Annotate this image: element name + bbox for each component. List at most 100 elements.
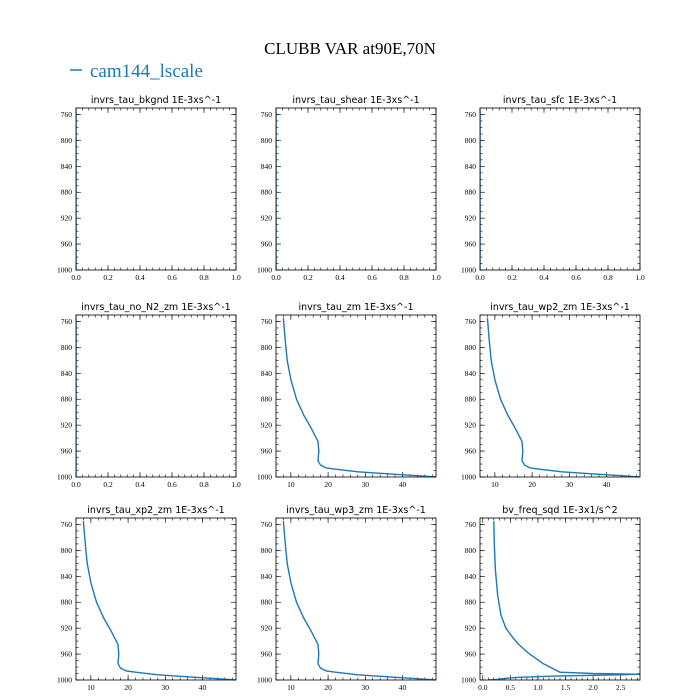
y-tick-label: 1000: [57, 676, 72, 685]
y-tick-label: 840: [465, 572, 477, 581]
y-tick-label: 1000: [257, 266, 272, 275]
x-tick-label: 1.0: [635, 273, 645, 282]
x-tick-label: 20: [528, 480, 536, 489]
y-tick-label: 800: [61, 136, 73, 145]
y-tick-label: 800: [61, 546, 73, 555]
y-tick-label: 800: [465, 136, 477, 145]
y-tick-label: 1000: [257, 473, 272, 482]
subplot-title: invrs_tau_bkgnd 1E-3xs^-1: [91, 95, 221, 106]
y-tick-label: 800: [465, 546, 477, 555]
subplot-title: invrs_tau_wp2_zm 1E-3xs^-1: [490, 302, 630, 313]
y-tick-label: 840: [61, 369, 73, 378]
x-tick-label: 0.6: [167, 480, 177, 489]
y-tick-label: 840: [61, 162, 73, 171]
y-tick-label: 960: [465, 650, 477, 659]
x-tick-label: 0.4: [135, 273, 145, 282]
x-tick-label: 0.8: [603, 273, 613, 282]
subplot-4: invrs_tau_no_N2_zm 1E-3xs^-1 760 800 840 880…: [57, 302, 241, 489]
series-line: [282, 318, 436, 477]
y-tick-label: 920: [261, 624, 273, 633]
axes-frame: [275, 517, 437, 681]
y-tick-label: 840: [261, 162, 273, 171]
subplot-title: invrs_tau_no_N2_zm 1E-3xs^-1: [81, 302, 230, 313]
panels: invrs_tau_bkgnd 1E-3xs^-1 760 800 840 880 920…: [57, 95, 645, 692]
y-tick-label: 800: [261, 343, 273, 352]
subplot-title: invrs_tau_xp2_zm 1E-3xs^-1: [87, 505, 224, 516]
x-tick-label: 40: [199, 683, 207, 692]
y-tick-label: 880: [61, 188, 73, 197]
y-tick-label: 920: [465, 624, 477, 633]
y-tick-label: 800: [261, 546, 273, 555]
y-tick-label: 960: [61, 650, 73, 659]
x-tick-label: 40: [603, 480, 611, 489]
y-tick-label: 760: [465, 110, 477, 119]
y-tick-label: 1000: [461, 676, 476, 685]
x-tick-label: 1.0: [431, 273, 441, 282]
x-tick-label: 40: [399, 683, 407, 692]
legend: cam144_lscale: [70, 61, 203, 82]
x-tick-label: 0.6: [167, 273, 177, 282]
y-tick-label: 760: [61, 520, 73, 529]
y-tick-label: 960: [61, 447, 73, 456]
x-tick-label: 30: [162, 683, 170, 692]
y-tick-label: 920: [261, 214, 273, 223]
y-tick-label: 1000: [57, 473, 72, 482]
y-tick-label: 920: [61, 214, 73, 223]
y-tick-label: 920: [61, 421, 73, 430]
axes-frame: [275, 314, 437, 478]
x-tick-label: 0.0: [71, 273, 81, 282]
y-tick-label: 840: [261, 572, 273, 581]
x-tick-label: 10: [287, 683, 295, 692]
x-tick-label: 0.5: [506, 683, 516, 692]
x-tick-label: 0.2: [103, 480, 113, 489]
y-tick-label: 760: [261, 317, 273, 326]
series-line: [82, 521, 236, 680]
y-tick-label: 880: [61, 395, 73, 404]
y-tick-label: 760: [61, 110, 73, 119]
subplot-6: invrs_tau_wp2_zm 1E-3xs^-1 760 800 840 880 92…: [461, 302, 641, 489]
subplot-5: invrs_tau_zm 1E-3xs^-1 760 800 840 880 920 960…: [257, 302, 437, 489]
y-tick-label: 760: [261, 520, 273, 529]
axes-frame: [75, 107, 237, 271]
x-tick-label: 0.8: [199, 273, 209, 282]
x-tick-label: 20: [324, 683, 332, 692]
y-tick-label: 760: [465, 317, 477, 326]
x-tick-label: 0.8: [199, 480, 209, 489]
y-tick-label: 960: [261, 240, 273, 249]
x-tick-label: 1.0: [231, 480, 241, 489]
x-tick-label: 2.0: [588, 683, 598, 692]
y-tick-label: 760: [261, 110, 273, 119]
y-tick-label: 960: [261, 447, 273, 456]
x-tick-label: 30: [362, 480, 370, 489]
y-tick-label: 760: [61, 317, 73, 326]
x-tick-label: 0.2: [103, 273, 113, 282]
y-tick-label: 840: [61, 572, 73, 581]
x-tick-label: 0.0: [271, 273, 281, 282]
subplot-9: bv_freq_sqd 1E-3x1/s^2 760 800 840 880 920 960…: [461, 505, 641, 692]
y-tick-label: 840: [465, 162, 477, 171]
y-tick-label: 920: [61, 624, 73, 633]
axes-frame: [479, 517, 641, 681]
subplot-title: invrs_tau_wp3_zm 1E-3xs^-1: [286, 505, 426, 516]
y-tick-label: 880: [465, 598, 477, 607]
legend-label: cam144_lscale: [90, 61, 203, 82]
y-tick-label: 960: [261, 650, 273, 659]
subplot-title: invrs_tau_zm 1E-3xs^-1: [299, 302, 414, 313]
x-tick-label: 10: [87, 683, 95, 692]
x-tick-label: 0.8: [399, 273, 409, 282]
x-tick-label: 1.0: [231, 273, 241, 282]
subplot-3: invrs_tau_sfc 1E-3xs^-1 760 800 840 880 920 96…: [461, 95, 645, 282]
y-tick-label: 840: [465, 369, 477, 378]
x-tick-label: 0.4: [539, 273, 549, 282]
x-tick-label: 1.0: [533, 683, 543, 692]
x-tick-label: 20: [124, 683, 132, 692]
subplot-title: invrs_tau_shear 1E-3xs^-1: [292, 95, 419, 106]
y-tick-label: 840: [261, 369, 273, 378]
x-tick-label: 0.2: [507, 273, 517, 282]
x-tick-label: 30: [362, 683, 370, 692]
y-tick-label: 960: [61, 240, 73, 249]
y-tick-label: 800: [61, 343, 73, 352]
subplot-title: bv_freq_sqd 1E-3x1/s^2: [502, 505, 617, 516]
y-tick-label: 880: [261, 395, 273, 404]
